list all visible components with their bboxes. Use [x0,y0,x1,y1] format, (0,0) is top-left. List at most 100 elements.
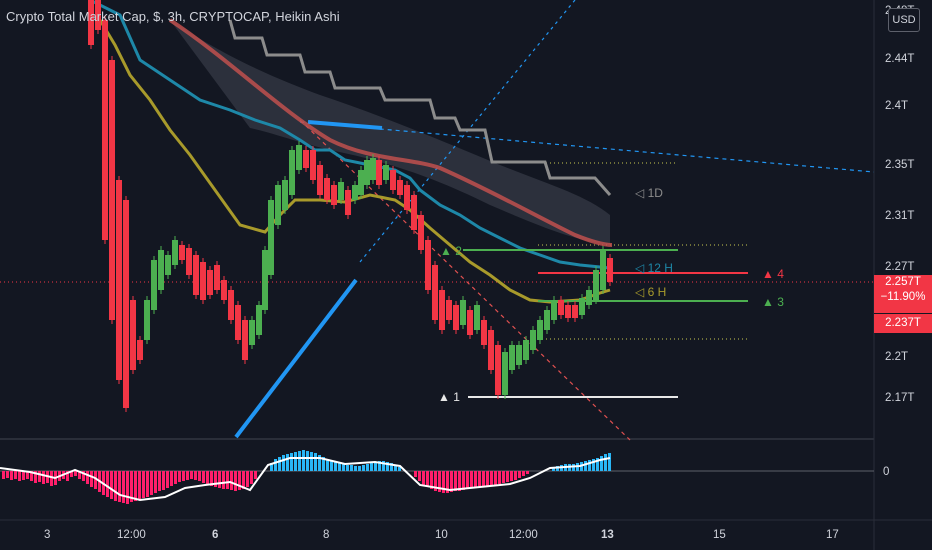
candle-body [158,250,164,290]
histogram-bar [446,471,449,493]
histogram-bar [434,471,437,491]
candle-body [404,185,410,210]
histogram-bar [14,471,17,479]
histogram-bar [506,471,509,482]
secondary-price-badge[interactable]: 2.237T [874,313,932,333]
candle-body [268,200,274,275]
candle-body [488,330,494,370]
histogram-bar [138,471,141,500]
histogram-bar [182,471,185,481]
histogram-bar [234,471,237,491]
candle-body [530,330,536,350]
time-tick: 8 [323,529,329,541]
candle-body [474,305,480,330]
price-tick: 2.2T [885,351,908,363]
timeframe-label-6h: ◁ 6 H [634,285,666,299]
candle-body [446,300,452,320]
candle-body [600,250,606,290]
candle-body [418,215,424,250]
candle-body [186,248,192,275]
candle-body [352,185,358,200]
histogram-bar [596,458,599,471]
histogram-bar [390,463,393,471]
candle-body [432,265,438,320]
chart-title: Crypto Total Market Cap, $, 3h, CRYPTOCA… [6,9,340,24]
histogram-bar [322,457,325,471]
histogram-bar [498,471,501,484]
histogram-bar [74,471,77,476]
histogram-bar [22,471,25,480]
candle-body [137,340,143,360]
candle-body [495,345,501,395]
histogram-bar [158,471,161,491]
histogram-bar [126,471,129,504]
histogram-bar [178,471,181,482]
candle-body [151,260,157,310]
time-tick: 6 [212,529,218,541]
blue-trendline-up[interactable] [234,278,358,439]
histogram-bar [194,471,197,480]
candle-body [572,305,578,318]
candle-body [95,0,101,30]
histogram-bar [154,471,157,493]
histogram-bar [274,459,277,471]
candle-body [296,145,302,170]
time-tick: 10 [435,529,448,541]
histogram-bar [494,471,497,485]
time-tick: 12:00 [117,529,146,541]
histogram-bar [18,471,21,481]
histogram-bar [222,471,225,489]
histogram-bar [414,471,417,477]
candle-body [310,150,316,180]
histogram-bar [398,467,401,471]
ma-cloud-band [170,20,610,245]
histogram-bar [510,471,513,481]
price-tick: 2.4T [885,100,908,112]
histogram-bar [306,451,309,471]
histogram-bar [226,471,229,489]
histogram-bar [298,451,301,471]
candle-body [558,300,564,315]
timeframe-label-12h: ◁ 12 H [634,261,673,275]
histogram-bar [230,471,233,490]
candle-body [358,170,364,195]
histogram-bar [294,452,297,471]
candle-body [200,262,206,300]
histogram-bar [572,464,575,471]
histogram-bar [422,471,425,485]
candle-body [439,290,445,330]
heikin-ashi-candles[interactable] [88,0,613,412]
histogram-bar [354,466,357,471]
histogram-bar [114,471,117,501]
histogram-bar [450,471,453,492]
candle-body [88,0,94,45]
current-price-badge[interactable]: 2.257T −11.90% [874,275,932,317]
histogram-bar [118,471,121,502]
candle-body [586,290,592,305]
candle-body [345,190,351,215]
histogram-bar [30,471,33,481]
histogram-bar [478,471,481,487]
candle-body [460,300,466,325]
histogram-bar [278,457,281,471]
histogram-bar [82,471,85,481]
histogram-bar [86,471,89,484]
level-label-4: ▲ 4 [762,267,784,281]
histogram-bar [110,471,113,499]
histogram-bar [50,471,53,486]
histogram-bar [214,471,217,487]
blue-trendline-short[interactable] [307,120,383,130]
histogram-bar [286,454,289,471]
dashed-trendline-top[interactable] [299,121,875,173]
currency-button[interactable]: USD [888,8,920,32]
histogram-bar [218,471,221,488]
histogram-bar [202,471,205,483]
histogram-bar [190,471,193,479]
candle-body [364,160,370,185]
price-change: −11.90% [880,291,926,303]
histogram-bar [430,471,433,489]
candle-body [317,165,323,195]
histogram-bar [318,455,321,471]
histogram-bar [242,471,245,489]
